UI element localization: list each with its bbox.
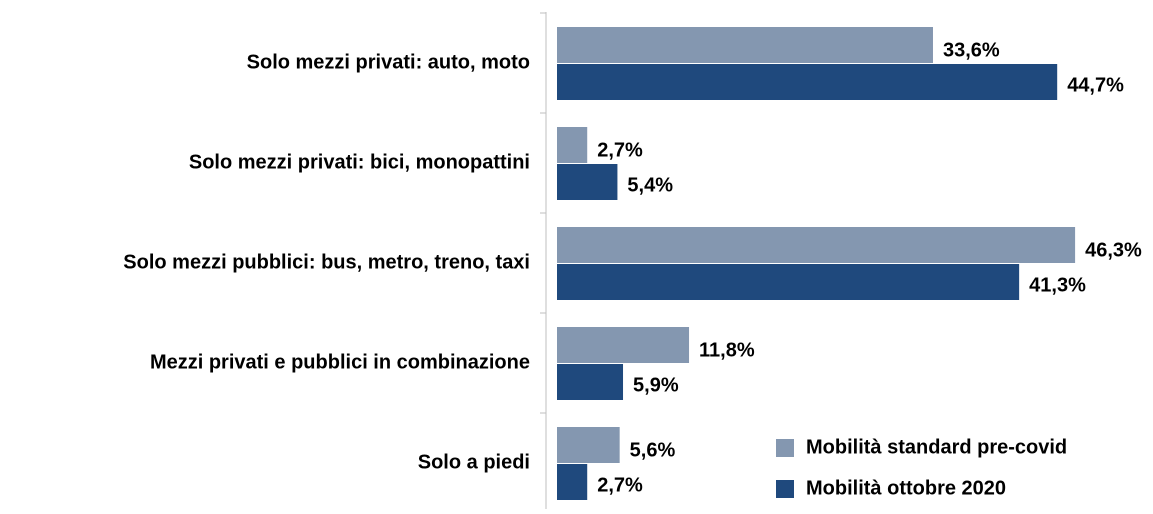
bar: [557, 427, 620, 463]
legend-swatch: [776, 480, 794, 498]
legend-label: Mobilità ottobre 2020: [806, 477, 1006, 499]
value-label: 46,3%: [1085, 239, 1142, 261]
category-label: Solo mezzi privati: auto, moto: [247, 51, 530, 73]
value-label: 44,7%: [1067, 74, 1124, 96]
value-label: 5,6%: [630, 439, 676, 461]
value-label: 41,3%: [1029, 274, 1086, 296]
value-label: 11,8%: [699, 339, 755, 361]
category-label: Solo a piedi: [418, 451, 530, 473]
value-label: 2,7%: [597, 139, 643, 161]
value-label: 33,6%: [943, 39, 1000, 61]
legend-swatch: [776, 439, 794, 457]
bar: [557, 364, 624, 400]
bar: [557, 64, 1058, 100]
bar: [557, 264, 1020, 300]
value-label: 2,7%: [597, 474, 643, 496]
category-label: Mezzi privati e pubblici in combinazione: [150, 351, 530, 373]
bar: [557, 464, 588, 500]
value-label: 5,4%: [627, 174, 673, 196]
bar: [557, 327, 690, 363]
bar: [557, 127, 588, 163]
bar: [557, 227, 1076, 263]
category-label: Solo mezzi pubblici: bus, metro, treno, …: [123, 251, 530, 273]
bar: [557, 164, 618, 200]
bar: [557, 27, 933, 63]
category-label: Solo mezzi privati: bici, monopattini: [189, 151, 530, 173]
legend-label: Mobilità standard pre-covid: [806, 436, 1067, 458]
value-label: 5,9%: [633, 374, 679, 396]
